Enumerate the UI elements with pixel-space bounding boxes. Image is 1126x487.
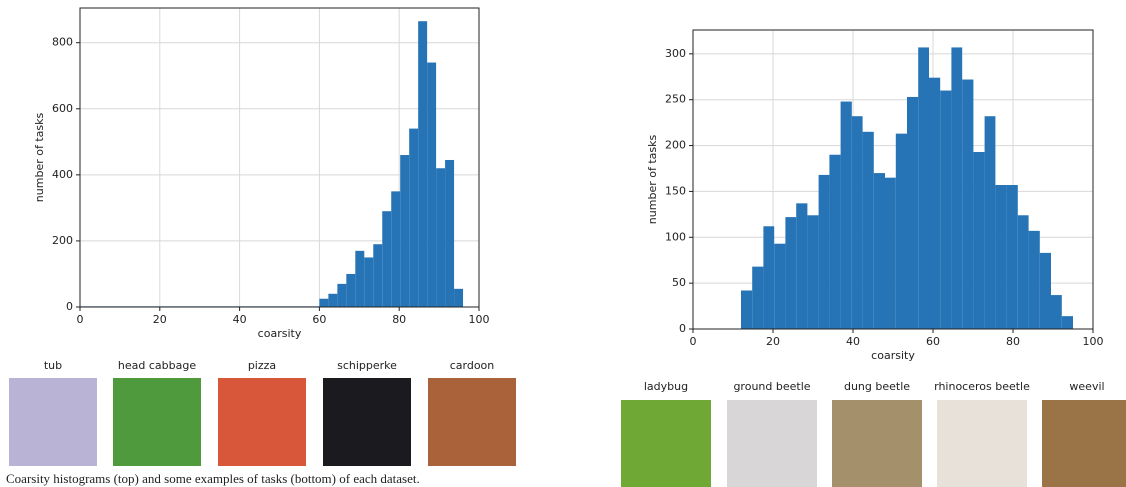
bar bbox=[1017, 215, 1029, 329]
bar bbox=[364, 257, 374, 307]
y-tick-label: 250 bbox=[665, 93, 686, 106]
bar bbox=[851, 116, 863, 329]
bar bbox=[752, 266, 764, 329]
example-label: schipperke bbox=[337, 359, 397, 372]
example-label: tub bbox=[44, 359, 62, 372]
x-axis-label: coarsity bbox=[258, 327, 302, 340]
y-tick-label: 200 bbox=[665, 139, 686, 152]
example-image bbox=[113, 378, 201, 466]
bar bbox=[346, 273, 356, 307]
y-tick-label: 200 bbox=[52, 234, 73, 247]
bar bbox=[418, 21, 428, 308]
bar bbox=[427, 62, 437, 308]
plot-frame bbox=[79, 7, 480, 308]
example-label: ground beetle bbox=[733, 380, 810, 393]
x-axis-label: coarsity bbox=[871, 349, 915, 362]
y-axis-label: number of tasks bbox=[646, 135, 659, 225]
example-image bbox=[621, 400, 711, 487]
bar bbox=[741, 290, 753, 329]
y-tick-label: 50 bbox=[672, 276, 686, 289]
bar bbox=[337, 283, 347, 307]
bar bbox=[818, 174, 830, 329]
y-axis-label: number of tasks bbox=[33, 113, 46, 203]
bar bbox=[829, 154, 841, 329]
bar bbox=[918, 47, 929, 329]
bar bbox=[962, 79, 974, 329]
bar bbox=[409, 128, 419, 307]
bar bbox=[382, 211, 392, 307]
bar bbox=[1006, 185, 1018, 329]
bar bbox=[319, 298, 329, 307]
example-image bbox=[428, 378, 516, 466]
example-label: pizza bbox=[248, 359, 276, 372]
example-label: cardoon bbox=[450, 359, 495, 372]
bar bbox=[951, 47, 963, 329]
example-image bbox=[1042, 400, 1126, 487]
bar bbox=[445, 159, 455, 307]
caption: Coarsity histograms (top) and some examp… bbox=[6, 471, 420, 486]
example-image bbox=[832, 400, 922, 487]
y-tick-label: 300 bbox=[665, 47, 686, 60]
bar bbox=[907, 96, 919, 330]
bar bbox=[373, 244, 383, 307]
x-tick-label: 60 bbox=[312, 313, 326, 326]
example-label: ladybug bbox=[644, 380, 688, 393]
bar bbox=[796, 203, 808, 329]
bar bbox=[840, 101, 852, 329]
bar bbox=[807, 215, 819, 329]
x-tick-label: 40 bbox=[846, 335, 860, 348]
bar bbox=[1061, 316, 1073, 329]
example-image bbox=[727, 400, 817, 487]
x-tick-label: 40 bbox=[233, 313, 247, 326]
bar bbox=[436, 168, 446, 307]
x-tick-label: 0 bbox=[690, 335, 697, 348]
y-tick-label: 0 bbox=[66, 300, 73, 313]
y-tick-label: 0 bbox=[679, 322, 686, 335]
x-tick-label: 20 bbox=[766, 335, 780, 348]
bar bbox=[454, 288, 464, 307]
bar bbox=[885, 177, 896, 329]
bar bbox=[400, 155, 410, 307]
x-tick-label: 80 bbox=[1006, 335, 1020, 348]
bar bbox=[785, 217, 797, 329]
example-label: weevil bbox=[1069, 380, 1104, 393]
example-image bbox=[9, 378, 97, 466]
bar bbox=[895, 133, 907, 329]
plot-frame bbox=[692, 29, 1094, 330]
bar bbox=[862, 131, 874, 329]
bar bbox=[929, 77, 941, 329]
bar bbox=[1051, 295, 1062, 329]
bar bbox=[984, 116, 996, 329]
bar bbox=[328, 293, 338, 307]
example-label: dung beetle bbox=[844, 380, 910, 393]
y-tick-label: 100 bbox=[665, 230, 686, 243]
example-image bbox=[937, 400, 1027, 487]
bar bbox=[1028, 230, 1040, 329]
bar bbox=[763, 226, 775, 329]
x-tick-label: 20 bbox=[153, 313, 167, 326]
x-tick-label: 0 bbox=[77, 313, 84, 326]
y-tick-label: 600 bbox=[52, 102, 73, 115]
example-label: rhinoceros beetle bbox=[934, 380, 1030, 393]
bar bbox=[355, 250, 365, 307]
x-tick-label: 100 bbox=[469, 313, 490, 326]
bar bbox=[995, 185, 1007, 329]
x-tick-label: 60 bbox=[926, 335, 940, 348]
example-image bbox=[218, 378, 306, 466]
x-tick-label: 80 bbox=[392, 313, 406, 326]
bar bbox=[1039, 252, 1051, 329]
bar bbox=[940, 90, 952, 329]
x-tick-label: 100 bbox=[1083, 335, 1104, 348]
y-tick-label: 800 bbox=[52, 36, 73, 49]
example-label: head cabbage bbox=[118, 359, 196, 372]
bar bbox=[774, 243, 786, 329]
bar bbox=[973, 151, 985, 329]
y-tick-label: 150 bbox=[665, 184, 686, 197]
example-image bbox=[323, 378, 411, 466]
y-tick-label: 400 bbox=[52, 168, 73, 181]
bar bbox=[873, 173, 885, 329]
bar bbox=[391, 191, 401, 307]
